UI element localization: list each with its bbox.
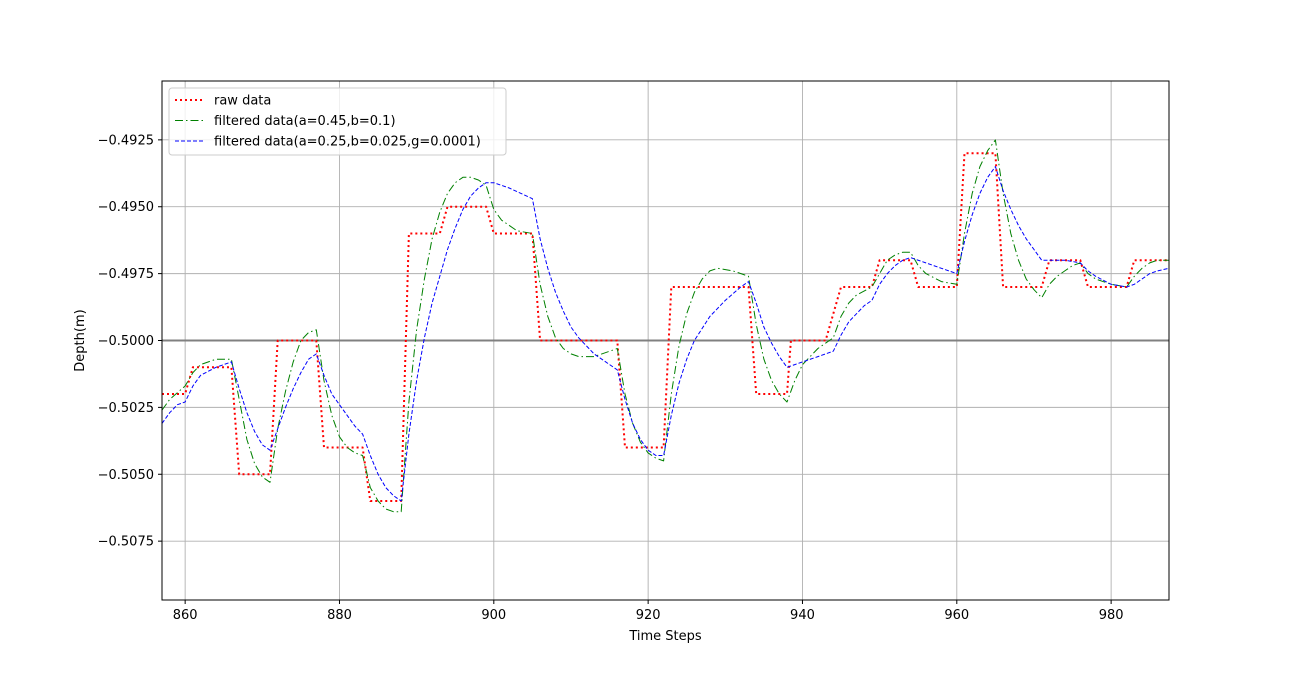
y-tick-label: −0.4925 xyxy=(98,133,154,148)
y-tick-label: −0.5000 xyxy=(98,334,154,349)
x-tick-label: 940 xyxy=(790,608,815,623)
y-tick-label: −0.4975 xyxy=(98,267,154,282)
legend-box xyxy=(168,87,507,156)
x-tick-label: 880 xyxy=(327,608,352,623)
series-line-0 xyxy=(162,152,1169,502)
y-tick-label: −0.5050 xyxy=(98,468,154,483)
legend-label-0: raw data xyxy=(214,94,271,109)
x-tick-label: 960 xyxy=(944,608,969,623)
series-lines xyxy=(162,139,1169,513)
legend-label-2: filtered data(a=0.25,b=0.025,g=0.0001) xyxy=(214,135,481,150)
x-tick-label: 860 xyxy=(173,608,198,623)
legend: raw data filtered data(a=0.45,b=0.1) filte… xyxy=(168,87,507,156)
x-tick-label: 900 xyxy=(481,608,506,623)
series-line-2 xyxy=(162,166,1169,502)
y-tick-label: −0.4950 xyxy=(98,200,154,215)
y-axis-label: Depth(m) xyxy=(73,309,88,371)
legend-label-1: filtered data(a=0.45,b=0.1) xyxy=(214,114,396,129)
y-tick-label: −0.5075 xyxy=(98,535,154,550)
x-axis-label: Time Steps xyxy=(628,629,702,644)
x-axis: 860 880 900 920 940 960 980 xyxy=(173,600,1124,623)
x-tick-label: 980 xyxy=(1099,608,1124,623)
y-tick-label: −0.5025 xyxy=(98,401,154,416)
y-axis: −0.4925 −0.4950 −0.4975 −0.5000 −0.5025 −0.50… xyxy=(98,133,162,550)
x-tick-label: 920 xyxy=(636,608,661,623)
